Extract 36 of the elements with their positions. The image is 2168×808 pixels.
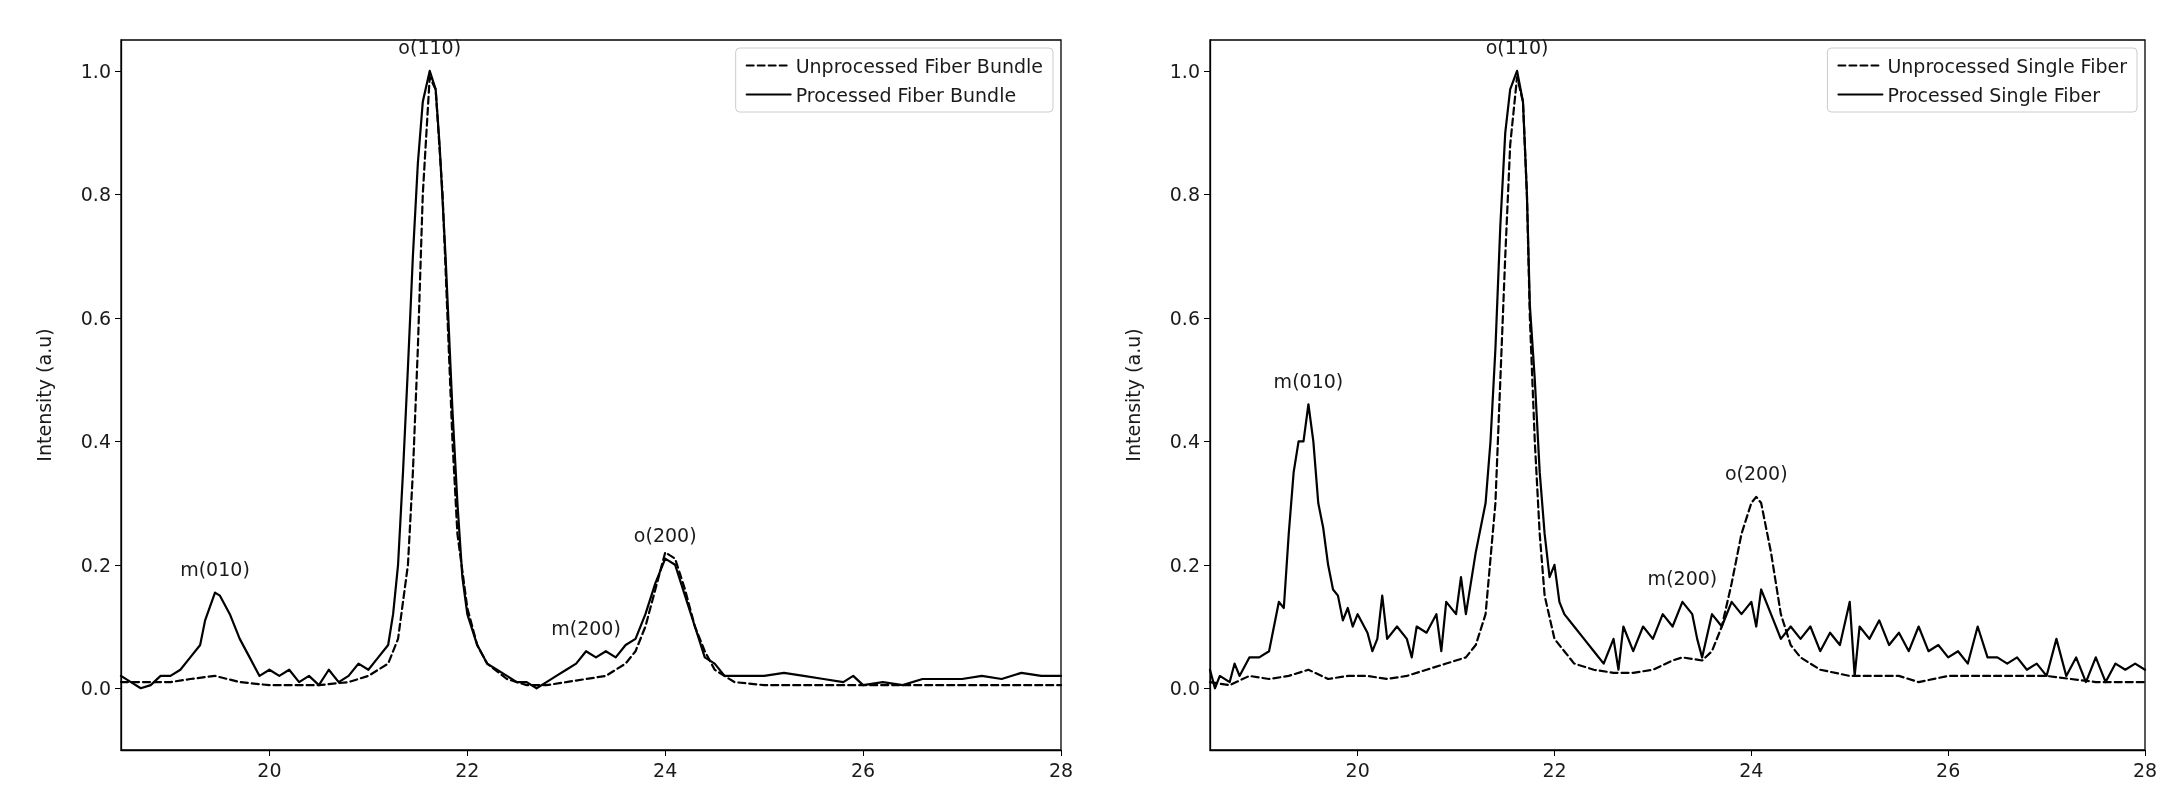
x-tick-label: 20 (1345, 758, 1370, 781)
annotation: o(200) (1724, 462, 1788, 485)
annotation: m(200) (1647, 567, 1718, 590)
x-tick-label: 24 (653, 758, 678, 781)
y-tick-label: 0.4 (80, 430, 111, 453)
legend-label: Processed Fiber Bundle (795, 83, 1017, 106)
y-tick-label: 0.0 (80, 677, 111, 700)
x-tick-label: 24 (1739, 758, 1764, 781)
y-tick-label: 0.2 (80, 553, 111, 576)
annotation: o(110) (398, 36, 462, 59)
legend-label: Unprocessed Single Fiber (1887, 54, 2128, 77)
y-tick-label: 0.0 (1169, 677, 1200, 700)
x-tick-label: 28 (1048, 758, 1074, 781)
y-tick-label: 1.0 (1169, 59, 1200, 82)
y-tick-label: 0.8 (1169, 183, 1200, 206)
y-tick-label: 0.2 (1169, 553, 1200, 576)
x-tick-label: 20 (257, 758, 282, 781)
x-tick-label: 22 (455, 758, 480, 781)
legend-label: Processed Single Fiber (1887, 83, 2101, 106)
annotation: m(010) (180, 558, 250, 581)
annotation: m(200) (551, 616, 621, 639)
x-tick-label: 22 (1542, 758, 1567, 781)
y-tick-label: 0.6 (80, 306, 111, 329)
annotation: o(200) (633, 524, 697, 547)
legend-label: Unprocessed Fiber Bundle (795, 54, 1043, 77)
y-axis-title: Intensity (a.u) (1121, 328, 1144, 462)
x-tick-label: 26 (1936, 758, 1961, 781)
y-tick-label: 1.0 (80, 59, 111, 82)
y-tick-label: 0.4 (1169, 430, 1200, 453)
y-tick-label: 0.8 (80, 183, 111, 206)
x-tick-label: 26 (851, 758, 876, 781)
annotation: m(010) (1273, 369, 1344, 392)
y-tick-label: 0.6 (1169, 306, 1200, 329)
y-axis-title: Intensity (a.u) (32, 328, 55, 462)
x-tick-label: 28 (2132, 758, 2158, 781)
annotation: o(110) (1485, 36, 1549, 59)
